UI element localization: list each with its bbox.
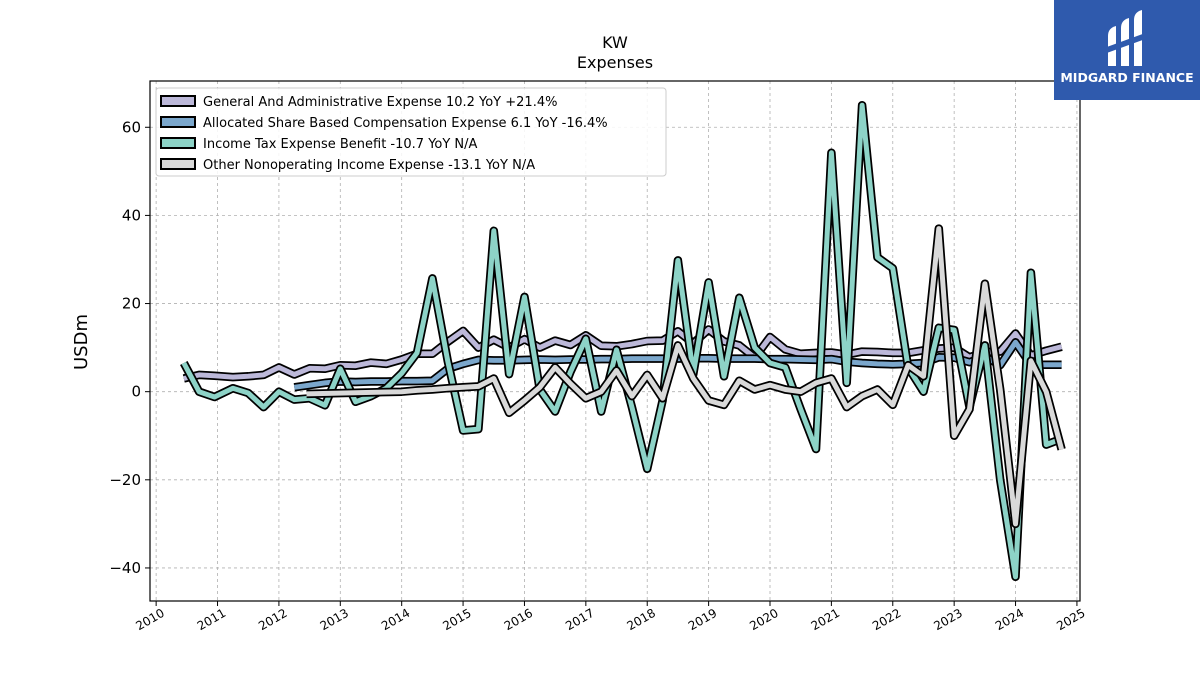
- y-tick-label: 40: [122, 206, 141, 224]
- y-axis: −40 −20 0 20 40 60: [109, 118, 150, 577]
- x-tick-label: 2014: [379, 606, 412, 633]
- series-line-0: [183, 327, 1063, 381]
- legend-label: Other Nonoperating Income Expense -13.1 …: [203, 158, 535, 173]
- plot-frame: [149, 80, 1081, 602]
- x-tick-label: 2021: [809, 606, 842, 633]
- series-line-3: [306, 226, 1065, 527]
- y-tick-label: 0: [131, 383, 141, 401]
- y-axis-label: USDm: [71, 314, 92, 370]
- legend-box: [155, 87, 667, 177]
- legend-label: Income Tax Expense Benefit -10.7 YoY N/A: [203, 137, 478, 152]
- x-tick-label: 2025: [1054, 606, 1087, 633]
- chart-subtitle: Expenses: [577, 53, 653, 72]
- y-tick-label: −20: [109, 471, 141, 489]
- x-tick-label: 2011: [195, 606, 228, 633]
- x-tick-label: 2023: [931, 606, 964, 633]
- legend-label: General And Administrative Expense 10.2 …: [203, 95, 557, 110]
- x-tick-label: 2012: [256, 606, 289, 633]
- x-tick-label: 2024: [993, 606, 1026, 633]
- midgard-logo-icon: [1104, 10, 1148, 66]
- series-layer: [180, 100, 1066, 582]
- x-axis: 2010 2011 2012 2013 2014 2015 2016 2017 2018 2019…: [133, 601, 1088, 633]
- x-tick-label: 2018: [625, 606, 658, 633]
- legend-label: Allocated Share Based Compensation Expen…: [203, 116, 608, 131]
- brand-logo: MIDGARD FINANCE: [1054, 0, 1200, 100]
- brand-name: MIDGARD FINANCE: [1060, 70, 1194, 85]
- legend-swatch: [160, 137, 196, 149]
- x-tick-label: 2013: [318, 606, 351, 633]
- legend: General And Administrative Expense 10.2 …: [155, 87, 667, 177]
- x-tick-label: 2019: [686, 606, 719, 633]
- y-tick-label: 60: [122, 118, 141, 136]
- x-tick-label: 2020: [747, 606, 780, 633]
- x-tick-label: 2016: [502, 606, 535, 633]
- x-tick-label: 2022: [870, 606, 903, 633]
- chart-title: KW: [602, 33, 628, 52]
- legend-swatch: [160, 95, 196, 107]
- x-tick-label: 2010: [133, 606, 166, 633]
- y-tick-label: −40: [109, 559, 141, 577]
- legend-swatch: [160, 116, 196, 128]
- x-tick-label: 2017: [563, 606, 596, 633]
- legend-swatch: [160, 158, 196, 170]
- y-tick-label: 20: [122, 295, 141, 313]
- x-tick-label: 2015: [440, 606, 473, 633]
